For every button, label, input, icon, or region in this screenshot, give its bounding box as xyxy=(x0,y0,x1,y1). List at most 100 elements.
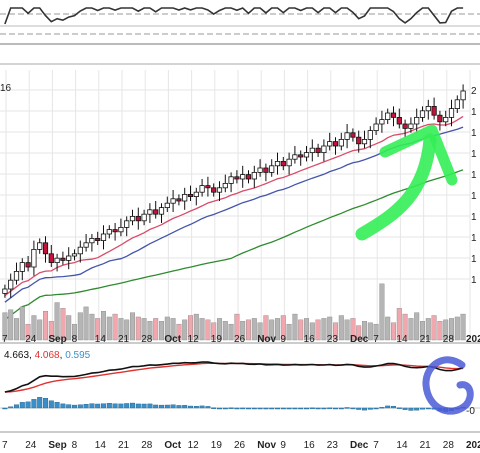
volume-bar xyxy=(66,315,72,341)
volume-bar xyxy=(437,321,443,341)
candle-body xyxy=(454,99,460,110)
volume-bar xyxy=(193,313,199,341)
macd-histogram-bar xyxy=(60,403,66,409)
candle-body xyxy=(187,193,194,197)
volume-bar xyxy=(2,312,8,341)
candle-body xyxy=(245,174,252,180)
candle-body xyxy=(344,132,350,140)
candle-body xyxy=(390,112,397,118)
candle-body xyxy=(385,112,391,120)
candle-body xyxy=(124,220,130,228)
macd-histogram-bar xyxy=(216,407,222,410)
volume-bar xyxy=(19,306,25,341)
volume-bar xyxy=(280,315,286,341)
x-axis-label: 7 xyxy=(373,440,379,451)
volume-bar xyxy=(327,316,333,341)
macd-histogram-bar xyxy=(176,405,182,409)
macd-histogram-bar xyxy=(240,407,246,410)
macd-histogram-bar xyxy=(19,402,25,409)
macd-histogram-bar xyxy=(367,407,373,410)
stochastic-panel xyxy=(0,7,480,45)
macd-histogram-bar xyxy=(25,401,31,409)
macd-histogram-bar xyxy=(31,399,37,409)
price-panel: 16 2 1 1 1 1 1 1 1 1 1 xyxy=(0,70,477,340)
candle-body xyxy=(448,108,455,118)
x-axis-label: 7 xyxy=(2,440,8,451)
volume-bar xyxy=(245,319,251,341)
x-axis-label: 26 xyxy=(234,334,246,345)
macd-histogram-bar xyxy=(402,407,408,410)
x-axis-label: 14 xyxy=(396,334,408,345)
macd-histogram-bar xyxy=(309,407,315,410)
macd-histogram-bar xyxy=(245,407,251,410)
macd-histogram-bar xyxy=(304,407,310,410)
macd-histogram-bar xyxy=(83,404,89,409)
volume-bar xyxy=(158,321,164,341)
macd-histogram-bar xyxy=(269,407,275,410)
volume-bar xyxy=(118,318,124,341)
x-axis-label: 21 xyxy=(420,440,432,451)
macd-histogram-bar xyxy=(408,407,414,411)
volume-bar xyxy=(222,321,228,341)
volume-bar xyxy=(309,322,315,341)
volume-bar xyxy=(292,313,298,341)
arrow-head xyxy=(379,124,458,186)
stochastic-line xyxy=(4,7,464,25)
signal-legend-value: 4.068 xyxy=(35,350,60,361)
candle-body xyxy=(228,176,234,184)
candle-body xyxy=(274,160,281,167)
macd-right-label: -0 xyxy=(466,406,475,417)
volume-bar xyxy=(13,318,19,341)
candle-body xyxy=(48,253,54,264)
macd-histogram-bar xyxy=(164,404,170,409)
macd-histogram-bar xyxy=(333,407,339,410)
x-axis-label: 14 xyxy=(95,440,107,451)
candle-body xyxy=(280,160,286,167)
candle-body xyxy=(298,154,304,158)
price-axis-label: 1 xyxy=(471,149,477,160)
macd-histogram-bar xyxy=(228,407,234,410)
price-axis-label: 1 xyxy=(471,170,477,181)
green-arrow-annotation xyxy=(355,124,458,241)
volume-bar xyxy=(170,318,176,341)
x-axis-label: 9 xyxy=(280,334,286,345)
candle-body xyxy=(112,229,118,233)
volume-bar xyxy=(449,318,455,341)
x-axis-label: Oct xyxy=(164,334,181,345)
volume-bar xyxy=(315,319,321,341)
x-axis-label: 9 xyxy=(280,440,286,451)
candle-body xyxy=(402,123,408,129)
price-axis-label: 1 xyxy=(471,275,477,286)
x-axis-label: 12 xyxy=(188,440,200,451)
volume-bar xyxy=(344,319,350,341)
volume-bar xyxy=(356,325,362,341)
macd-histogram-bar xyxy=(263,407,269,410)
candle-body xyxy=(95,237,101,241)
short-moving-average-line xyxy=(4,115,464,297)
candle-body xyxy=(321,145,327,153)
candle-body xyxy=(153,209,159,215)
volume-bar xyxy=(373,323,379,341)
macd-histogram-bar xyxy=(298,407,304,410)
volume-bar xyxy=(333,322,339,341)
macd-histogram-bar xyxy=(379,406,385,409)
x-axis-label: 12 xyxy=(188,334,200,345)
volume-bar xyxy=(100,311,106,341)
volume-bar xyxy=(199,318,205,341)
macd-histogram-bar xyxy=(350,407,356,410)
volume-bar xyxy=(31,315,37,341)
candle-body xyxy=(234,176,240,180)
volume-bar xyxy=(321,318,327,341)
macd-histogram-bar xyxy=(147,403,153,409)
volume-bar xyxy=(425,318,431,341)
x-axis-label: 21 xyxy=(118,440,130,451)
x-axis-label: 28 xyxy=(443,334,455,345)
candle-body xyxy=(431,106,437,116)
x-axis-label: 28 xyxy=(141,440,153,451)
x-axis-label: 23 xyxy=(327,440,339,451)
x-axis-label: Dec xyxy=(350,440,369,451)
macd-histogram-bar xyxy=(286,407,292,410)
macd-histogram-bar xyxy=(8,406,14,409)
candle-body xyxy=(135,215,141,222)
